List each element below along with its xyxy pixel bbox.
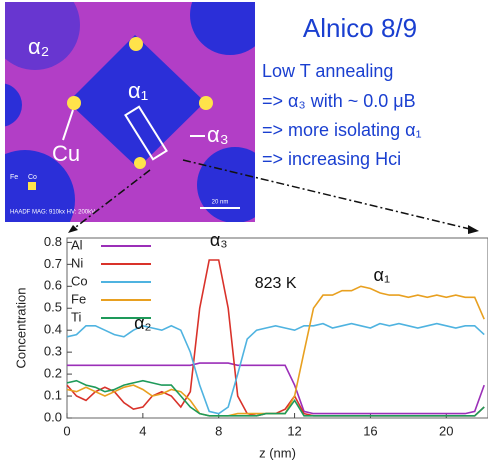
series-line — [66, 285, 485, 417]
image-label: Cu — [52, 141, 80, 166]
note-line: => more isolating α₁ — [262, 120, 422, 140]
note-line: Low T annealing — [262, 61, 393, 81]
x-tick-label: 8 — [215, 423, 222, 438]
y-tick-label: 0.6 — [44, 278, 62, 293]
legend-label: Al — [71, 237, 83, 252]
annotation: 823 K — [255, 275, 297, 292]
image-label: α₁ — [128, 78, 148, 103]
x-tick-label: 0 — [63, 423, 70, 438]
x-tick-label: 16 — [363, 423, 377, 438]
image-label: α₃ — [207, 122, 229, 147]
connector — [71, 159, 475, 231]
series-line — [66, 322, 485, 415]
micrograph — [5, 2, 255, 222]
notes-title: Alnico 8/9 — [303, 13, 417, 43]
annotation: α₂ — [134, 313, 151, 333]
image-legend: Co — [28, 174, 37, 181]
y-tick-label: 0.3 — [44, 344, 62, 359]
annotation: α₁ — [374, 265, 390, 285]
note-line: => increasing Hci — [262, 149, 401, 169]
legend-label: Fe — [71, 291, 86, 306]
legend-label: Ti — [71, 309, 81, 324]
x-tick-label: 4 — [139, 423, 146, 438]
image-info: HAADF MAG: 910kx HV: 200kV — [10, 210, 95, 216]
y-tick-label: 0.0 — [44, 409, 62, 424]
legend-label: Ni — [71, 255, 83, 270]
x-axis-label: z (nm) — [259, 445, 296, 460]
y-axis-label: Concentration — [13, 288, 28, 369]
image-label: α₂ — [28, 34, 49, 59]
y-tick-label: 0.8 — [44, 234, 62, 249]
y-tick-label: 0.4 — [44, 322, 62, 337]
series-line — [66, 379, 485, 417]
y-tick-label: 0.5 — [44, 300, 62, 315]
plot-area — [66, 237, 488, 419]
y-tick-label: 0.7 — [44, 256, 62, 271]
note-line: => α₃ with ~ 0.0 μB — [262, 91, 416, 111]
arrow-head — [468, 225, 479, 234]
arrow-head — [68, 225, 78, 233]
x-tick-label: 12 — [287, 423, 301, 438]
series-line — [67, 362, 485, 415]
legend-label: Co — [71, 273, 88, 288]
image-legend: Fe — [10, 174, 18, 181]
chart: 0.0 0.1 0.2 0.3 0.4 0.5 0.6 0.7 0.8 0 4 8 12 16 20 z (n… — [13, 230, 488, 460]
y-tick-label: 0.1 — [44, 387, 62, 402]
x-tick-label: 20 — [439, 423, 453, 438]
scale-bar-label: 20 nm — [212, 200, 229, 206]
annotation: α₃ — [210, 230, 228, 250]
y-tick-label: 0.2 — [44, 366, 62, 381]
